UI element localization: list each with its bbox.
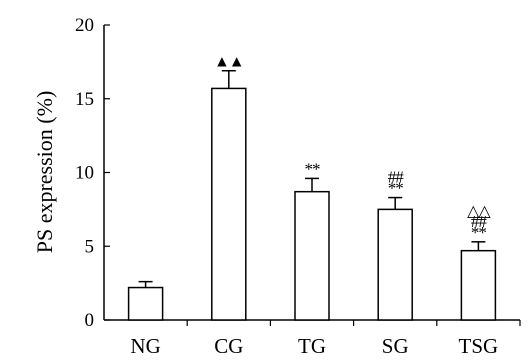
- significance-marker: △△: [467, 203, 491, 220]
- bar-ng: [129, 288, 163, 320]
- x-category-label: TSG: [459, 334, 499, 358]
- significance-marker: **: [305, 159, 321, 178]
- x-category-label: TG: [298, 334, 326, 358]
- bar-cg: [212, 88, 246, 320]
- x-category-label: CG: [214, 334, 243, 358]
- significance-marker: ▲▲: [214, 54, 244, 71]
- x-category-label: SG: [382, 334, 409, 358]
- bar-tsg: [461, 251, 495, 320]
- x-category-label: NG: [130, 334, 160, 358]
- bar-sg: [378, 209, 412, 320]
- y-tick-label: 5: [85, 236, 95, 257]
- significance-marker: ##: [388, 168, 405, 187]
- y-tick-label: 15: [75, 89, 94, 110]
- y-tick-label: 10: [75, 163, 94, 184]
- bar-tg: [295, 192, 329, 320]
- y-tick-label: 20: [75, 15, 94, 36]
- y-tick-label: 0: [85, 310, 95, 331]
- y-axis-title: PS expression (%): [32, 91, 57, 254]
